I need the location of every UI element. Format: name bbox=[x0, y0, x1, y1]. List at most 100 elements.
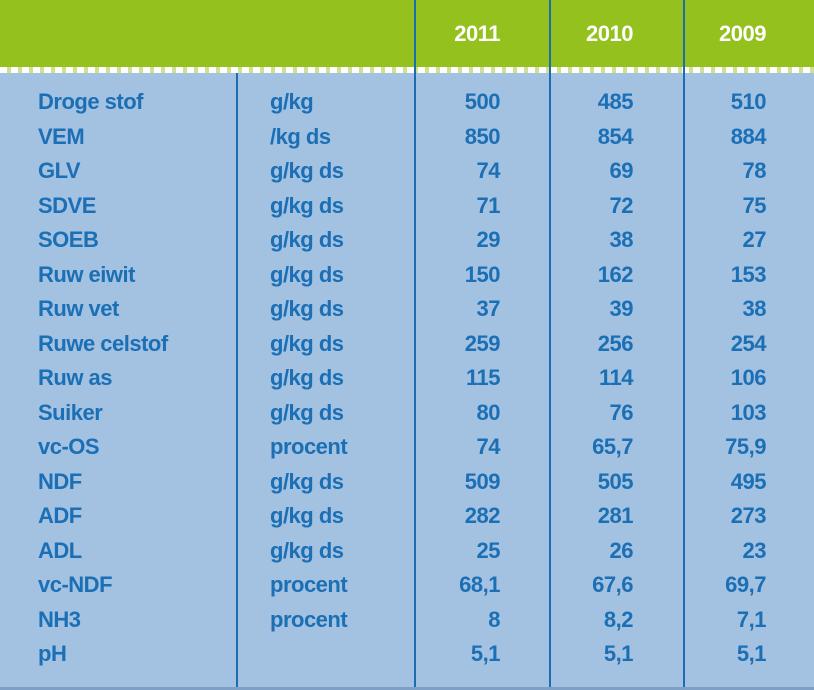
row-value: 26 bbox=[609, 537, 634, 563]
row-unit: g/kg ds bbox=[270, 399, 344, 425]
table-row: vc-NDF procent 68,1 67,6 69,7 bbox=[0, 568, 814, 603]
row-value: 8 bbox=[488, 606, 500, 632]
table-header-row: 2011 2010 2009 bbox=[0, 0, 814, 67]
column-divider-2011 bbox=[414, 0, 416, 690]
row-value: 78 bbox=[742, 158, 767, 184]
column-divider-2010 bbox=[549, 0, 551, 690]
row-label: VEM bbox=[38, 123, 85, 149]
row-label: NDF bbox=[38, 468, 82, 494]
table-row: pH 5,1 5,1 5,1 bbox=[0, 637, 814, 672]
row-value: 485 bbox=[597, 89, 634, 115]
row-value: 37 bbox=[476, 296, 501, 322]
table-row: Ruw eiwit g/kg ds 150 162 153 bbox=[0, 258, 814, 293]
row-label: NH3 bbox=[38, 606, 81, 632]
row-label: Ruw vet bbox=[38, 296, 119, 322]
row-unit: g/kg ds bbox=[270, 330, 344, 356]
table-row: Ruw vet g/kg ds 37 39 38 bbox=[0, 292, 814, 327]
column-header-2011: 2011 bbox=[454, 20, 500, 46]
row-value: 273 bbox=[730, 503, 767, 529]
dashed-divider bbox=[0, 67, 814, 73]
row-value: 7,1 bbox=[736, 606, 767, 632]
row-unit: procent bbox=[270, 434, 348, 460]
row-label: GLV bbox=[38, 158, 81, 184]
table-row: Suiker g/kg ds 80 76 103 bbox=[0, 396, 814, 431]
row-unit: procent bbox=[270, 572, 348, 598]
row-unit: procent bbox=[270, 606, 348, 632]
row-value: 114 bbox=[599, 365, 634, 391]
row-value: 38 bbox=[609, 227, 634, 253]
table-body: Droge stof g/kg 500 485 510 VEM /kg ds 8… bbox=[0, 73, 814, 672]
row-value: 25 bbox=[476, 537, 501, 563]
table-row: NH3 procent 8 8,2 7,1 bbox=[0, 603, 814, 638]
row-value: 509 bbox=[464, 468, 501, 494]
row-label: Ruw eiwit bbox=[38, 261, 135, 287]
row-value: 8,2 bbox=[603, 606, 634, 632]
row-value: 76 bbox=[609, 399, 634, 425]
table-row: SDVE g/kg ds 71 72 75 bbox=[0, 189, 814, 224]
row-value: 69 bbox=[609, 158, 634, 184]
table-row: GLV g/kg ds 74 69 78 bbox=[0, 154, 814, 189]
row-value: 74 bbox=[476, 434, 501, 460]
row-label: ADL bbox=[38, 537, 82, 563]
row-value: 71 bbox=[476, 192, 501, 218]
row-label: Ruw as bbox=[38, 365, 113, 391]
table-row: SOEB g/kg ds 29 38 27 bbox=[0, 223, 814, 258]
row-value: 75 bbox=[742, 192, 767, 218]
row-value: 75,9 bbox=[725, 434, 766, 460]
row-value: 115 bbox=[466, 365, 501, 391]
table-row: ADF g/kg ds 282 281 273 bbox=[0, 499, 814, 534]
row-value: 72 bbox=[609, 192, 634, 218]
row-unit: g/kg ds bbox=[270, 503, 344, 529]
row-value: 69,7 bbox=[725, 572, 766, 598]
row-value: 884 bbox=[730, 123, 767, 149]
row-unit: g/kg ds bbox=[270, 537, 344, 563]
row-value: 150 bbox=[464, 261, 501, 287]
row-value: 500 bbox=[464, 89, 501, 115]
table-row: NDF g/kg ds 509 505 495 bbox=[0, 465, 814, 500]
table-row: vc-OS procent 74 65,7 75,9 bbox=[0, 430, 814, 465]
row-value: 256 bbox=[597, 330, 634, 356]
row-value: 5,1 bbox=[470, 641, 501, 667]
row-label: SDVE bbox=[38, 192, 96, 218]
row-unit: g/kg ds bbox=[270, 192, 344, 218]
row-unit: g/kg bbox=[270, 89, 314, 115]
row-value: 495 bbox=[730, 468, 767, 494]
row-value: 854 bbox=[597, 123, 634, 149]
row-label: vc-OS bbox=[38, 434, 100, 460]
row-value: 254 bbox=[730, 330, 767, 356]
row-unit: g/kg ds bbox=[270, 261, 344, 287]
row-value: 106 bbox=[730, 365, 767, 391]
table-row: ADL g/kg ds 25 26 23 bbox=[0, 534, 814, 569]
row-unit: g/kg ds bbox=[270, 158, 344, 184]
row-value: 39 bbox=[609, 296, 634, 322]
table-bottom-edge bbox=[0, 687, 814, 690]
row-label: Droge stof bbox=[38, 89, 144, 115]
row-unit: /kg ds bbox=[270, 123, 331, 149]
row-value: 27 bbox=[742, 227, 767, 253]
row-unit: g/kg ds bbox=[270, 296, 344, 322]
column-header-2010: 2010 bbox=[586, 20, 633, 46]
row-value: 281 bbox=[597, 503, 634, 529]
row-value: 74 bbox=[476, 158, 501, 184]
row-value: 510 bbox=[730, 89, 767, 115]
row-value: 80 bbox=[476, 399, 501, 425]
row-value: 162 bbox=[597, 261, 634, 287]
table-row: Droge stof g/kg 500 485 510 bbox=[0, 85, 814, 120]
row-value: 850 bbox=[464, 123, 501, 149]
row-label: ADF bbox=[38, 503, 82, 529]
row-label: Suiker bbox=[38, 399, 103, 425]
row-value: 153 bbox=[730, 261, 767, 287]
row-value: 38 bbox=[742, 296, 767, 322]
table-row: VEM /kg ds 850 854 884 bbox=[0, 120, 814, 155]
row-unit: g/kg ds bbox=[270, 468, 344, 494]
table-row: Ruwe celstof g/kg ds 259 256 254 bbox=[0, 327, 814, 362]
row-value: 103 bbox=[730, 399, 767, 425]
column-divider-unit bbox=[236, 73, 238, 690]
row-label: Ruwe celstof bbox=[38, 330, 168, 356]
row-label: SOEB bbox=[38, 227, 99, 253]
row-value: 282 bbox=[464, 503, 501, 529]
row-value: 5,1 bbox=[603, 641, 634, 667]
column-header-2009: 2009 bbox=[719, 20, 766, 46]
row-label: vc-NDF bbox=[38, 572, 113, 598]
